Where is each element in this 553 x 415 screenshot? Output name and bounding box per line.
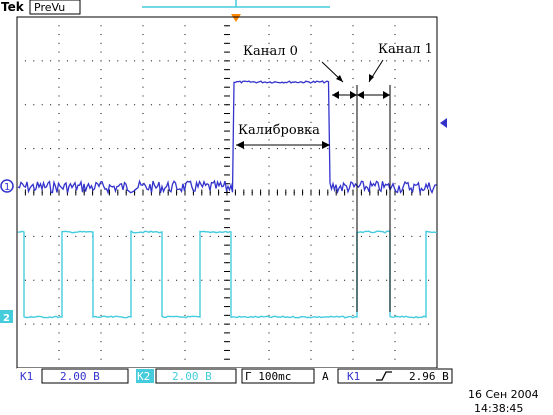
ch1-label: K1 bbox=[20, 370, 33, 383]
header: Tek PreVu bbox=[1, 0, 330, 15]
ch2-scale-value: 2.00 В bbox=[172, 370, 212, 383]
ch1-scale-box[interactable] bbox=[41, 368, 129, 384]
ch1-scale-value: 2.00 В bbox=[60, 370, 100, 383]
trigger-level-marker-icon bbox=[440, 118, 447, 128]
channel-2-marker: 2 bbox=[0, 310, 13, 324]
channel-2-marker-label: 2 bbox=[3, 313, 10, 324]
trigger-time-marker-icon bbox=[231, 14, 241, 22]
trigger-source-label: K1 bbox=[347, 370, 360, 383]
timestamp-time: 14:38:45 bbox=[474, 402, 523, 415]
timebase-box[interactable] bbox=[241, 368, 315, 384]
timestamp-date: 16 Сен 2004 bbox=[468, 388, 539, 401]
brand-label: Tek bbox=[1, 0, 25, 14]
annotations: Канал 0 Канал 1 Калибровка bbox=[236, 42, 433, 312]
trigger-box[interactable] bbox=[337, 368, 453, 384]
channel-1-waveform bbox=[17, 80, 437, 195]
status-bar: K1 2.00 В K2 2.00 В Г 100mс A K1 2.96 В bbox=[17, 368, 453, 384]
timestamp: 16 Сен 2004 14:38:45 bbox=[468, 388, 539, 415]
calibration-annotation: Калибровка bbox=[238, 123, 320, 138]
mode-label: PreVu bbox=[34, 1, 65, 14]
mode-box bbox=[29, 0, 81, 15]
status-bar-background bbox=[17, 368, 453, 384]
ch2-scale-box[interactable] bbox=[155, 368, 237, 384]
timebase-value: Г 100mс bbox=[245, 370, 291, 383]
channel-2-waveform bbox=[18, 229, 438, 319]
rising-edge-icon bbox=[376, 371, 392, 381]
channel1-annotation: Канал 1 bbox=[378, 42, 433, 57]
ch2-label-box bbox=[136, 369, 154, 383]
trigger-level-value: 2.96 В bbox=[409, 370, 449, 383]
channel-1-marker: 1 bbox=[0, 179, 14, 193]
graticule-grid bbox=[16, 16, 438, 369]
ch2-label: K2 bbox=[137, 370, 150, 383]
channel0-annotation: Канал 0 bbox=[243, 44, 298, 59]
channel-1-marker-label: 1 bbox=[4, 182, 10, 193]
trigger-mode-label: A bbox=[322, 370, 329, 383]
